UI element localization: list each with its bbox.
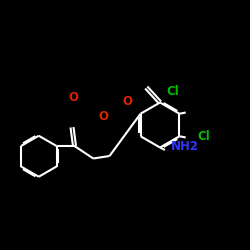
Text: O: O (69, 91, 79, 104)
Text: Cl: Cl (198, 130, 210, 143)
Text: Cl: Cl (166, 85, 179, 98)
Text: O: O (99, 110, 109, 123)
Text: NH2: NH2 (171, 140, 199, 153)
Text: O: O (122, 95, 132, 108)
